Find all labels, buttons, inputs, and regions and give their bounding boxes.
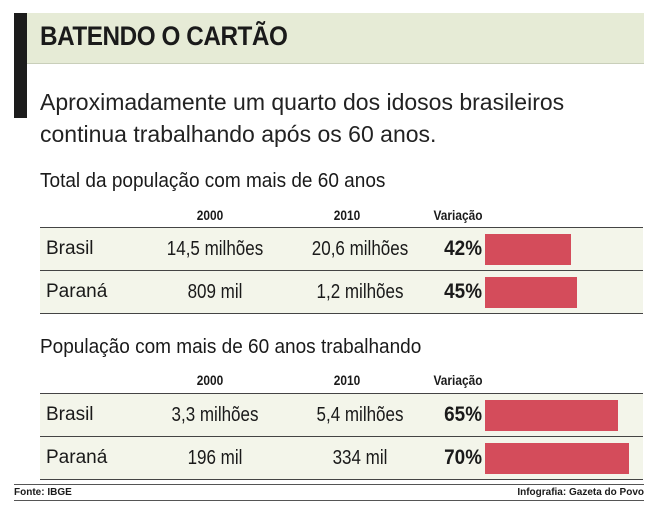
table-row: Brasil 3,3 milhões 5,4 milhões 65% xyxy=(40,393,643,436)
column-header-variacao: Variação xyxy=(433,207,483,223)
accent-bar xyxy=(14,13,27,118)
credit-note: Infografia: Gazeta do Povo xyxy=(517,487,644,498)
row-name: Brasil xyxy=(46,404,94,425)
page-subtitle: Aproximadamente um quarto dos idosos bra… xyxy=(40,89,565,147)
footer-rule-bottom xyxy=(14,500,644,501)
table-row: Paraná 196 mil 334 mil 70% xyxy=(40,436,643,480)
row-name: Paraná xyxy=(46,281,108,302)
header-rule xyxy=(27,63,644,64)
value-2010: 334 mil xyxy=(332,447,388,469)
variation-label: 42% xyxy=(444,237,482,260)
column-header-2010: 2010 xyxy=(333,372,361,388)
variation-label: 45% xyxy=(444,280,482,303)
source-note: Fonte: IBGE xyxy=(14,487,72,498)
column-header-2000: 2000 xyxy=(196,207,224,223)
header-band xyxy=(27,13,644,63)
variation-bar xyxy=(485,277,577,308)
value-2000: 3,3 milhões xyxy=(171,404,259,426)
value-2000: 809 mil xyxy=(187,281,243,303)
row-name: Paraná xyxy=(46,447,108,468)
table-title: Total da população com mais de 60 anos xyxy=(40,170,386,192)
column-header-variacao: Variação xyxy=(433,372,483,388)
variation-bar xyxy=(485,400,618,431)
value-2000: 196 mil xyxy=(187,447,243,469)
column-header-2010: 2010 xyxy=(333,207,361,223)
column-header-2000: 2000 xyxy=(196,372,224,388)
variation-label: 65% xyxy=(444,403,482,426)
table-title: População com mais de 60 anos trabalhand… xyxy=(40,336,422,358)
footer-rule xyxy=(14,484,644,485)
variation-bar xyxy=(485,234,571,265)
variation-bar xyxy=(485,443,629,474)
value-2010: 1,2 milhões xyxy=(316,281,404,303)
value-2010: 20,6 milhões xyxy=(311,238,409,260)
row-name: Brasil xyxy=(46,238,94,259)
value-2000: 14,5 milhões xyxy=(166,238,264,260)
page-title: BATENDO O CARTÃO xyxy=(40,21,288,51)
value-2010: 5,4 milhões xyxy=(316,404,404,426)
table-row: Paraná 809 mil 1,2 milhões 45% xyxy=(40,270,643,314)
table-row: Brasil 14,5 milhões 20,6 milhões 42% xyxy=(40,227,643,270)
variation-label: 70% xyxy=(444,446,482,469)
